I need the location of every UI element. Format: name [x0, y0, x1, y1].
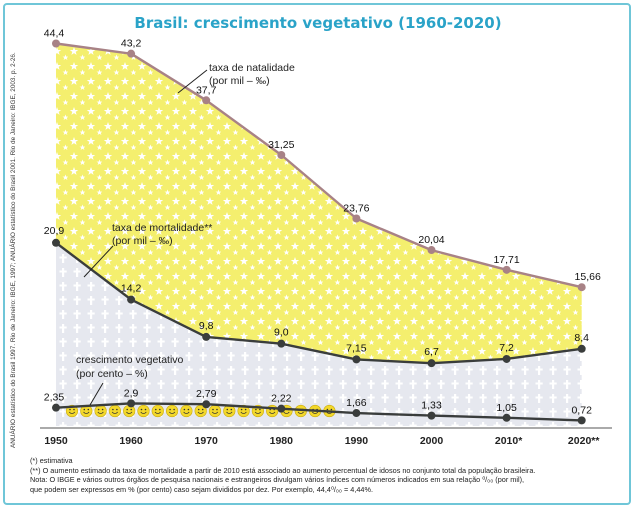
- footnotes: (*) estimativa (**) O aumento estimado d…: [30, 456, 628, 494]
- growth-rate-line: [55, 402, 582, 422]
- birth-rate-point: [127, 49, 136, 58]
- death-legend-leader: [83, 245, 114, 278]
- death-rate-point: [127, 295, 136, 304]
- growth-legend-name: crescimento vegetativo: [76, 354, 184, 366]
- footnote-mortality: (**) O aumento estimado da taxa de morta…: [30, 465, 536, 475]
- death-rate-point: [427, 359, 436, 368]
- chart-title: Brasil: crescimento vegetativo (1960-202…: [134, 14, 501, 32]
- growth-rate-label: 0,72: [571, 404, 592, 416]
- birth-rate-label: 15,66: [575, 271, 601, 283]
- growth-rate-point: [577, 416, 586, 425]
- growth-rate-label: 2,35: [44, 392, 65, 404]
- growth-rate-point: [127, 399, 136, 408]
- x-tick-label: 1980: [270, 435, 294, 447]
- x-tick-label: 1970: [195, 435, 219, 447]
- growth-legend-unit: (por cento – %): [76, 368, 148, 380]
- birth-rate-label: 23,76: [343, 203, 369, 215]
- footnote-note-1: Nota: O IBGE e vários outros órgãos de p…: [30, 475, 525, 485]
- smiley-icon: [166, 404, 179, 418]
- death-rate-label: 7,2: [499, 342, 514, 354]
- growth-rate-point: [352, 409, 361, 418]
- death-rate-label: 20,9: [44, 225, 65, 237]
- x-tick-label: 2010*: [495, 435, 523, 447]
- death-rate-point: [277, 339, 286, 348]
- birth-legend-leader: [177, 69, 208, 94]
- death-rate-label: 9,0: [274, 327, 289, 339]
- birth-rate-label: 37,7: [196, 84, 217, 96]
- birth-rate-label: 20,04: [418, 234, 444, 246]
- growth-legend-leader: [89, 382, 104, 406]
- smiley-icon: [208, 404, 222, 418]
- birth-rate-point: [202, 96, 211, 105]
- birth-legend-unit: (por mil – ‰): [209, 75, 270, 87]
- smiley-icon: [123, 404, 136, 418]
- growth-rate-label: 2,22: [271, 393, 292, 405]
- growth-rate-point: [202, 400, 211, 409]
- birth-rate-label: 44,4: [44, 27, 65, 39]
- birth-rate-point: [52, 39, 60, 48]
- x-tick-label: 2020**: [568, 435, 600, 447]
- source-citation: ANUÁRIO estatístico do Brasil 1997. Rio …: [8, 52, 17, 448]
- death-rate-label: 9,8: [199, 320, 214, 332]
- death-rate-point: [577, 344, 586, 353]
- smiley-icon: [151, 404, 164, 418]
- birth-rate-point: [277, 151, 286, 159]
- x-tick-label: 1950: [44, 435, 68, 447]
- footnote-estimate: (*) estimativa: [30, 456, 73, 465]
- smiley-icon: [223, 404, 236, 418]
- birth-rate-label: 43,2: [121, 38, 142, 50]
- death-rate-point: [502, 354, 511, 363]
- x-tick-label: 1990: [345, 435, 369, 447]
- birth-rate-label: 17,71: [493, 254, 519, 266]
- growth-rate-point: [427, 411, 436, 420]
- growth-rate-point: [502, 413, 511, 422]
- growth-rate-label: 1,05: [496, 402, 517, 414]
- death-rate-label: 14,2: [121, 283, 142, 295]
- death-rate-point: [202, 332, 211, 341]
- smiley-icon: [94, 404, 107, 418]
- smiley-icon: [237, 404, 250, 418]
- birth-rate-label: 31,25: [268, 139, 294, 151]
- x-tick-labels: 1950 1960 1970 1980 1990 2000 2010* 2020**: [44, 435, 600, 447]
- birth-legend-name: taxa de natalidade: [209, 62, 295, 74]
- birth-rate-point: [427, 246, 436, 255]
- smiley-icon: [108, 404, 121, 418]
- death-rate-label: 6,7: [424, 346, 439, 358]
- death-rate-point: [352, 355, 361, 364]
- smiley-icon: [180, 404, 193, 418]
- birth-rate-area: [56, 43, 582, 364]
- x-tick-label: 2000: [420, 435, 444, 447]
- growth-rate-label: 2,79: [196, 388, 217, 400]
- birth-rate-point: [502, 265, 511, 274]
- death-rate-label: 8,4: [574, 332, 589, 344]
- birth-rate-line: [55, 42, 582, 289]
- footnote-note-2: que podem ser expressos em % (por cento)…: [30, 484, 373, 494]
- death-rate-area: [56, 242, 582, 426]
- death-rate-line: [55, 241, 582, 365]
- death-legend-unit: (por mil – ‰): [112, 235, 173, 247]
- growth-rate-label: 1,66: [346, 397, 367, 409]
- growth-rate-point: [52, 403, 60, 412]
- growth-rate-point: [277, 404, 286, 413]
- death-rate-label: 7,15: [346, 342, 367, 354]
- birth-rate-point: [352, 214, 361, 223]
- birth-rate-point: [577, 283, 586, 292]
- smiley-icon: [137, 404, 150, 418]
- death-rate-point: [52, 238, 60, 247]
- death-legend-name: taxa de mortalidade**: [112, 222, 212, 234]
- growth-rate-label: 2,9: [124, 387, 139, 399]
- growth-rate-label: 1,33: [421, 400, 442, 412]
- series-layer: 44,4 43,2 37,7 31,25 23,76 20,04 17,71 15,66 20,…: [44, 27, 601, 425]
- x-tick-label: 1960: [119, 435, 143, 447]
